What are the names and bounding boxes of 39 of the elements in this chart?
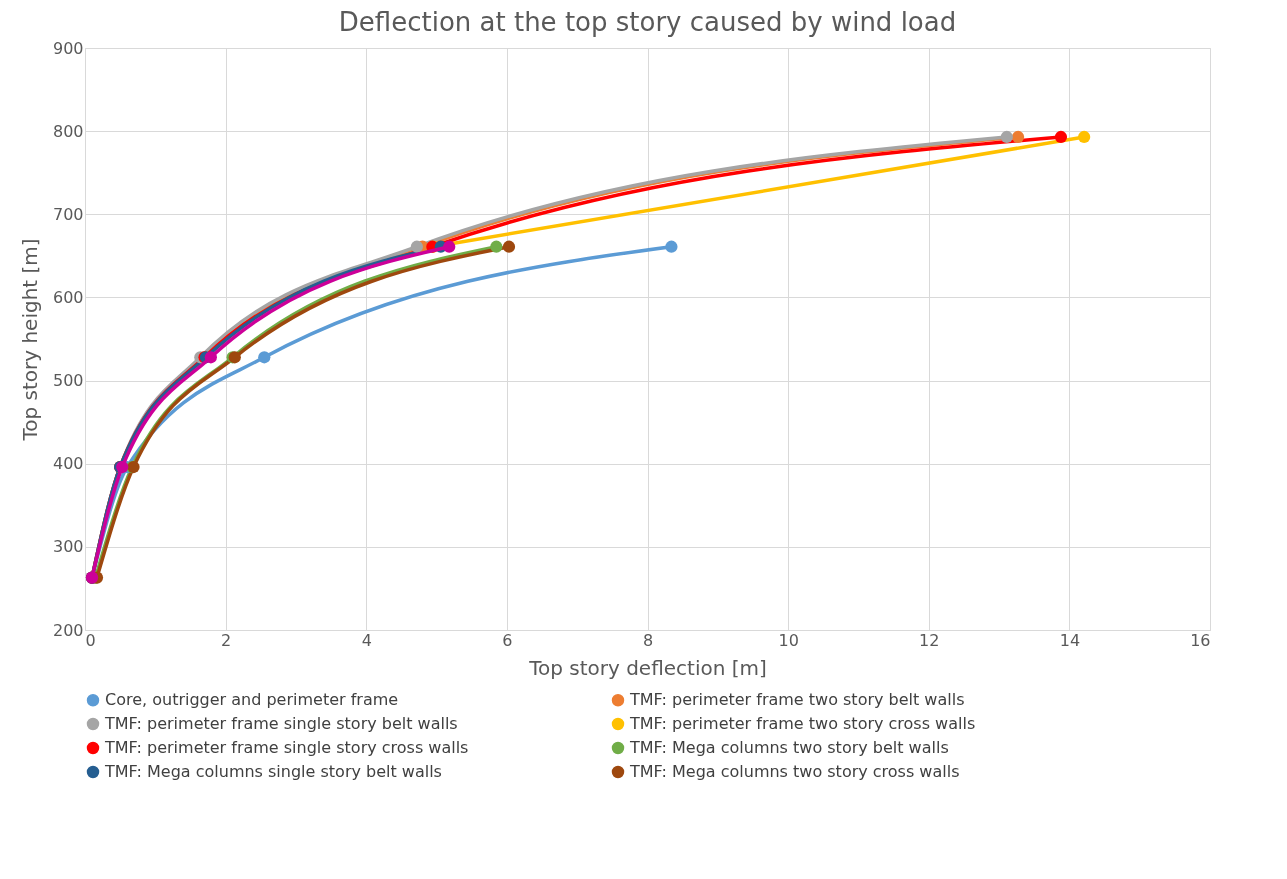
y-axis-title: Top story height [m] xyxy=(17,238,42,442)
legend-label: TMF: Mega columns two story cross walls xyxy=(629,762,960,781)
point xyxy=(490,240,503,253)
x-tick-label: 4 xyxy=(361,630,372,650)
point xyxy=(665,240,678,253)
x-axis-title: Top story deflection [m] xyxy=(528,655,767,680)
x-tick-label: 16 xyxy=(1190,630,1211,650)
point xyxy=(502,240,516,253)
point xyxy=(204,351,217,364)
point xyxy=(443,240,456,253)
legend-label: TMF: perimeter frame two story belt walls xyxy=(629,690,965,710)
x-tick-label: 2 xyxy=(221,630,232,650)
x-tick-label: 0 xyxy=(85,630,96,650)
y-tick-label: 800 xyxy=(52,121,84,141)
legend-label: TMF: perimeter frame single story belt walls xyxy=(104,714,458,733)
y-tick-label: 900 xyxy=(52,38,84,58)
y-tick-label: 500 xyxy=(52,371,84,391)
point xyxy=(1078,130,1091,144)
point xyxy=(258,351,271,364)
x-tick-label: 14 xyxy=(1059,630,1081,650)
y-tick-label: 200 xyxy=(52,620,84,640)
chart-title: Deflection at the top story caused by wind load xyxy=(338,7,957,37)
x-tick-label: 8 xyxy=(642,630,654,650)
legend-label: TMF: perimeter frame single story cross walls xyxy=(104,738,469,757)
x-tick-label: 10 xyxy=(778,630,799,650)
point xyxy=(1000,130,1013,144)
point xyxy=(1054,130,1068,144)
y-tick-label: 700 xyxy=(52,204,84,224)
x-tick-label: 6 xyxy=(502,630,513,650)
legend-label: TMF: Mega columns two story belt walls xyxy=(629,738,949,757)
y-tick-label: 300 xyxy=(52,537,84,557)
y-tick-label: 400 xyxy=(52,454,84,474)
legend-label: TMF: Mega columns single story belt walls xyxy=(104,762,442,781)
y-tick-label: 600 xyxy=(52,287,84,307)
point xyxy=(1011,130,1025,144)
legend-label: TMF: perimeter frame two story cross walls xyxy=(629,714,976,733)
point xyxy=(410,240,423,253)
legend-label: Core, outrigger and perimeter frame xyxy=(105,690,399,710)
x-tick-label: 12 xyxy=(919,630,940,650)
